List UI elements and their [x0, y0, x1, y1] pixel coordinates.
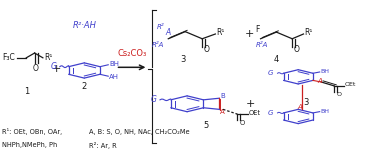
Text: Cs₂CO₃: Cs₂CO₃ — [117, 49, 146, 58]
Text: A: A — [165, 28, 170, 37]
Text: NHPh,NMePh, Ph: NHPh,NMePh, Ph — [2, 142, 57, 148]
Text: O: O — [204, 45, 210, 54]
Text: BH: BH — [321, 69, 329, 74]
Text: B: B — [220, 93, 225, 99]
Text: G: G — [150, 95, 156, 104]
Text: AH: AH — [109, 73, 119, 80]
Text: 5: 5 — [203, 121, 209, 131]
Text: G: G — [50, 62, 56, 71]
Text: R²: Ar, R: R²: Ar, R — [89, 142, 117, 148]
Text: OEt: OEt — [249, 109, 260, 116]
Text: 1: 1 — [24, 87, 29, 96]
Text: R²A: R²A — [256, 42, 269, 48]
Text: O: O — [33, 64, 39, 73]
Text: R¹: R¹ — [305, 28, 313, 37]
Text: +: + — [245, 29, 254, 39]
Text: BH: BH — [109, 61, 119, 68]
Text: O: O — [294, 45, 300, 54]
Text: BH: BH — [321, 109, 329, 114]
Text: A, B: S, O, NH, NAc, CH₂CO₂Me: A, B: S, O, NH, NAc, CH₂CO₂Me — [89, 128, 190, 135]
Text: R¹: R¹ — [44, 53, 53, 62]
Text: OEt: OEt — [344, 82, 356, 87]
Text: R²·AH: R²·AH — [72, 21, 96, 30]
Text: R¹: OEt, OBn, OAr,: R¹: OEt, OBn, OAr, — [2, 128, 62, 135]
Text: +: + — [52, 64, 61, 74]
Text: A: A — [298, 104, 302, 110]
Text: A: A — [318, 78, 322, 84]
Text: 3: 3 — [303, 99, 308, 108]
Text: F₃C: F₃C — [3, 53, 15, 62]
Text: R²A: R²A — [152, 42, 164, 48]
Text: A: A — [220, 109, 225, 115]
Text: 3: 3 — [181, 55, 186, 64]
Text: G: G — [268, 70, 273, 76]
Text: O: O — [336, 92, 341, 97]
Text: O: O — [239, 120, 245, 126]
Text: F: F — [256, 25, 260, 34]
Text: R²: R² — [157, 24, 164, 30]
Text: 2: 2 — [82, 82, 87, 91]
Text: G: G — [268, 110, 273, 116]
Text: R¹: R¹ — [217, 28, 225, 37]
Text: 4: 4 — [274, 55, 279, 64]
Text: +: + — [246, 99, 256, 109]
